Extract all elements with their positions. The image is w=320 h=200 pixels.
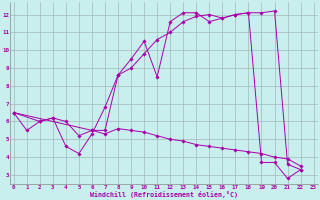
X-axis label: Windchill (Refroidissement éolien,°C): Windchill (Refroidissement éolien,°C) — [90, 191, 238, 198]
